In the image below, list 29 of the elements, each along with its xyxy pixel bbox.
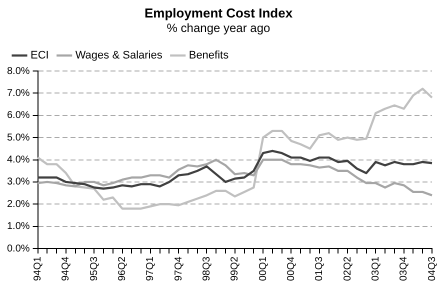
y-tick-label: 4.0% — [6, 154, 30, 166]
x-tick-label: 96Q2 — [117, 256, 128, 282]
x-tick-label: 99Q2 — [230, 256, 241, 282]
x-tick-label: 97Q1 — [145, 256, 156, 282]
y-tick-label: 8.0% — [6, 66, 30, 77]
y-tick-label: 7.0% — [6, 88, 30, 99]
x-tick-label: 03Q1 — [370, 256, 382, 282]
x-tick-label: 94Q1 — [32, 256, 44, 282]
x-tick-label: 01Q3 — [314, 256, 326, 282]
y-tick-label: 6.0% — [6, 110, 30, 122]
y-tick-label: 0.0% — [6, 243, 30, 254]
x-tick-label: 95Q3 — [88, 256, 100, 282]
legend-label: Benefits — [188, 50, 230, 62]
y-tick-label: 2.0% — [6, 198, 30, 210]
x-tick-label: 94Q4 — [60, 256, 72, 282]
chart-title: Employment Cost Index — [144, 5, 294, 20]
x-tick-label: 97Q4 — [173, 256, 184, 282]
x-tick-label: 03Q4 — [398, 256, 410, 282]
x-tick-label: 00Q1 — [258, 256, 269, 282]
y-tick-label: 1.0% — [6, 221, 30, 232]
legend-label: Wages & Salaries — [75, 50, 163, 62]
x-tick-label: 04Q3 — [426, 256, 438, 282]
legend-label: ECI — [30, 50, 49, 62]
chart-subtitle: % change year ago — [166, 21, 271, 36]
y-tick-label: 3.0% — [6, 176, 30, 188]
x-tick-label: 02Q2 — [342, 256, 354, 282]
y-tick-label: 5.0% — [6, 132, 30, 144]
x-tick-label: 00Q4 — [286, 256, 297, 282]
x-tick-label: 98Q3 — [201, 256, 212, 282]
